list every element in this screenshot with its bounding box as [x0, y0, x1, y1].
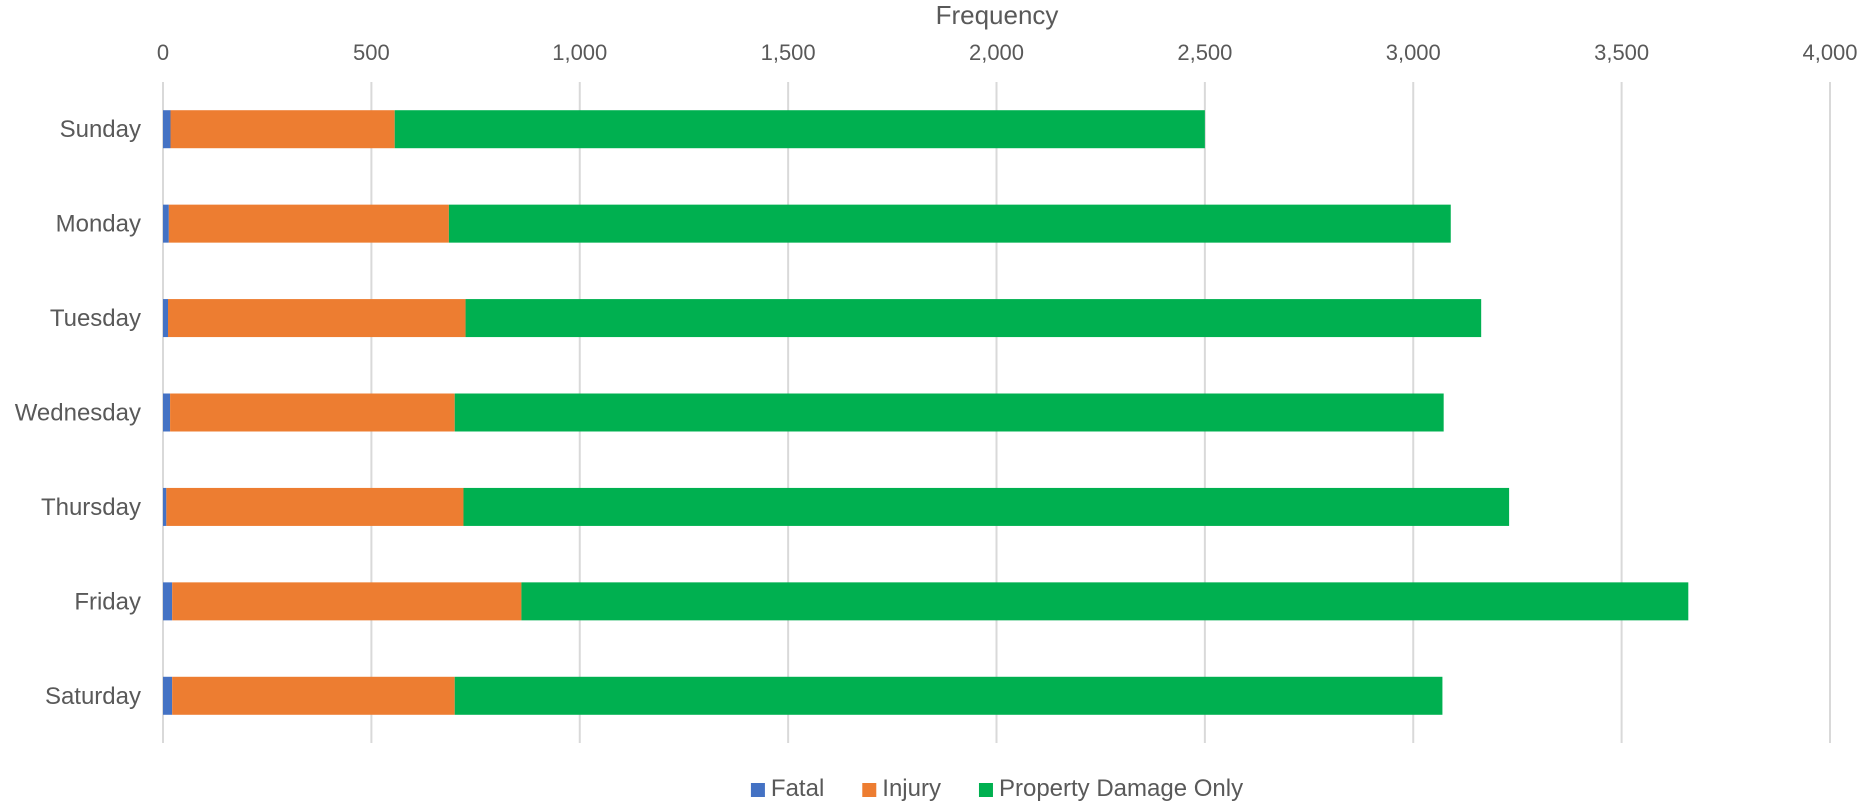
bar-segment [163, 487, 167, 526]
x-tick-label: 2,500 [1177, 40, 1232, 65]
x-tick-label: 500 [353, 40, 390, 65]
legend-swatch [862, 783, 877, 797]
bar-segment [448, 204, 1451, 243]
category-label: Monday [56, 211, 141, 238]
bar-segment [163, 299, 169, 338]
bar-segment [394, 110, 1205, 149]
bar-segment [170, 393, 455, 432]
legend-swatch [750, 783, 765, 797]
legend-label: Fatal [771, 775, 824, 802]
x-tick-label: 3,000 [1386, 40, 1441, 65]
bar-segment [172, 676, 455, 715]
bar-segment [454, 393, 1444, 432]
bar-segment [172, 582, 522, 621]
bar-segment [168, 299, 466, 338]
category-label: Saturday [45, 683, 141, 710]
x-tick-label: 4,000 [1802, 40, 1857, 65]
category-label: Thursday [41, 494, 141, 521]
category-label: Sunday [60, 116, 141, 143]
category-labels: Sunday Monday Tuesday Wednesday Thursday Frid… [15, 116, 141, 710]
legend-swatch [978, 783, 993, 797]
category-label: Wednesday [15, 400, 141, 427]
bar-segment [163, 676, 173, 715]
bar-segment [170, 110, 395, 149]
bar-segment [166, 487, 464, 526]
legend-item: Injury [862, 775, 941, 802]
legend-label: Property Damage Only [999, 775, 1243, 802]
category-label: Friday [74, 588, 141, 615]
legend: Fatal Injury Property Damage Only [750, 775, 1243, 802]
bar-segment [163, 204, 169, 243]
bar-segment [454, 676, 1443, 715]
x-tick-label: 2,000 [969, 40, 1024, 65]
bar-segment [168, 204, 449, 243]
bar-segment [465, 299, 1482, 338]
bar-segment [463, 487, 1510, 526]
bar-segment [163, 393, 171, 432]
legend-item: Fatal [750, 775, 824, 802]
legend-item: Property Damage Only [978, 775, 1243, 802]
bar-segment [163, 582, 173, 621]
x-tick-label: 3,500 [1594, 40, 1649, 65]
x-tick-label: 0 [157, 40, 169, 65]
x-axis-ticks: 0 500 1,000 1,500 2,000 2,500 3,000 3,500 4,000 [157, 40, 1858, 65]
x-axis-title: Frequency [936, 0, 1059, 30]
legend-label: Injury [882, 775, 941, 802]
bars [163, 110, 1689, 715]
bar-segment [163, 110, 171, 149]
category-label: Tuesday [50, 305, 141, 332]
bar-segment [521, 582, 1689, 621]
x-tick-label: 1,000 [552, 40, 607, 65]
x-tick-label: 1,500 [761, 40, 816, 65]
